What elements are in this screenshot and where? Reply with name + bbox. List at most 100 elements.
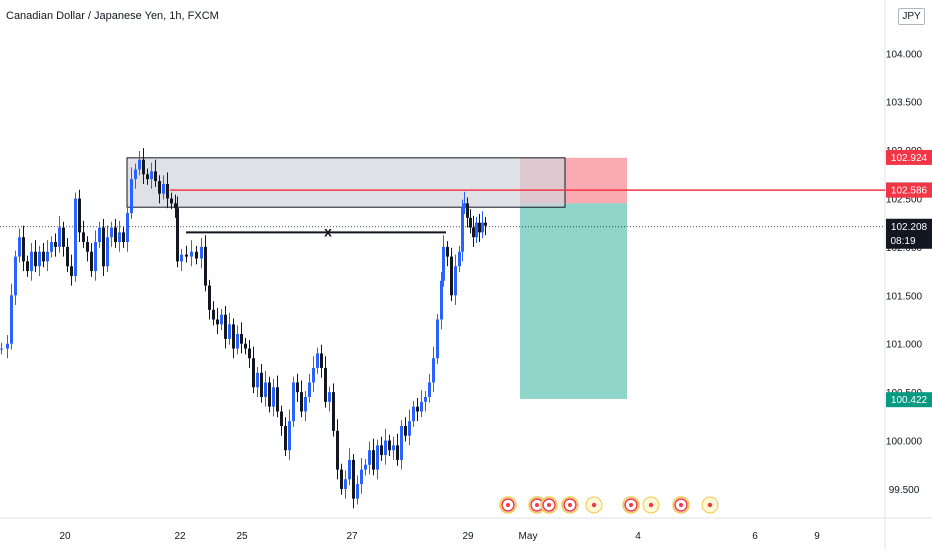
candle-body xyxy=(185,254,188,257)
candle-body xyxy=(166,183,169,199)
candle-body xyxy=(454,266,457,296)
candle-body xyxy=(478,222,481,233)
candle-body xyxy=(364,464,367,470)
candle-body xyxy=(481,222,484,233)
candle-body xyxy=(472,227,475,238)
candle-body xyxy=(74,198,77,276)
candle-body xyxy=(344,479,347,489)
candle-body xyxy=(396,445,399,460)
price-tick-label: 101.500 xyxy=(886,291,923,302)
candle-body xyxy=(466,203,469,218)
candle-body xyxy=(208,285,211,310)
candle-body xyxy=(180,254,183,262)
price-label-tag xyxy=(886,182,932,198)
candle-body xyxy=(368,450,371,465)
candle-body xyxy=(356,484,359,499)
candle-body xyxy=(138,159,141,170)
candle-body xyxy=(442,246,445,281)
candle-body xyxy=(475,222,478,238)
candle-body xyxy=(86,242,89,252)
price-label-value: 102.208 xyxy=(891,222,928,233)
candle-body xyxy=(268,382,271,407)
chart-title: Canadian Dollar / Japanese Yen, 1h, FXCM xyxy=(6,10,219,22)
time-tick-label: 6 xyxy=(752,531,758,542)
time-tick-label: May xyxy=(519,531,538,542)
candle-body xyxy=(18,237,21,257)
candle-body xyxy=(78,198,81,233)
price-tick-label: 101.000 xyxy=(886,340,923,351)
candle-body xyxy=(130,179,133,214)
candle-body xyxy=(150,171,153,180)
candle-body xyxy=(38,251,41,267)
candle-body xyxy=(446,246,449,257)
candle-body xyxy=(312,367,315,383)
candle-body xyxy=(340,469,343,489)
candle-body xyxy=(348,459,351,480)
time-tick-label: 25 xyxy=(236,531,248,542)
candle-body xyxy=(6,343,9,349)
candle-body xyxy=(316,353,319,368)
event-dot xyxy=(547,503,551,507)
time-tick-label: 9 xyxy=(814,531,820,542)
candle-body xyxy=(22,237,25,262)
event-dot xyxy=(648,502,654,508)
candle-body xyxy=(336,430,339,470)
candle-body xyxy=(280,411,283,427)
candle-body xyxy=(146,174,149,180)
price-tick-label: 99.500 xyxy=(889,485,920,496)
candle-body xyxy=(324,367,327,402)
event-dot xyxy=(568,503,572,507)
candle-body xyxy=(220,314,223,325)
candle-body xyxy=(400,426,403,460)
candle-body xyxy=(276,387,279,412)
candle-body xyxy=(170,198,173,204)
candle-body xyxy=(256,372,259,388)
candle-body xyxy=(463,203,466,209)
time-tick-label: 20 xyxy=(59,531,71,542)
candle-body xyxy=(212,309,215,320)
candle-body xyxy=(416,406,419,412)
candle-body xyxy=(118,232,121,243)
event-dot xyxy=(506,503,510,507)
price-label-tag xyxy=(886,149,932,165)
price-label-countdown: 08:19 xyxy=(890,236,915,247)
candle-body xyxy=(190,251,193,257)
candle-body xyxy=(384,440,387,456)
candle-body xyxy=(288,421,291,451)
candle-body xyxy=(412,406,415,422)
candle-body xyxy=(154,171,157,182)
candle-body xyxy=(248,348,251,359)
candle-body xyxy=(376,445,379,470)
currency-button[interactable]: JPY xyxy=(898,8,925,25)
candle-body xyxy=(296,382,299,393)
candle-body xyxy=(10,295,13,344)
candle-body xyxy=(300,392,303,412)
candle-body xyxy=(428,382,431,397)
price-label-value: 100.422 xyxy=(891,395,928,406)
price-label-value: 102.586 xyxy=(891,186,928,197)
candle-body xyxy=(404,426,407,436)
candle-body xyxy=(228,324,231,339)
event-dot xyxy=(535,503,539,507)
candle-body xyxy=(304,396,307,412)
neckline-x-marker: x xyxy=(324,223,332,239)
take-profit-zone[interactable] xyxy=(520,203,627,399)
candle-body xyxy=(484,222,487,226)
candle-body xyxy=(204,246,207,286)
candle-body xyxy=(380,445,383,456)
candle-body xyxy=(14,256,17,296)
candle-body xyxy=(328,392,331,402)
price-label-tag xyxy=(886,218,932,249)
supply-zone-box[interactable] xyxy=(126,157,566,208)
candle-body xyxy=(320,353,323,368)
price-label-tag xyxy=(886,392,932,408)
candle-body xyxy=(46,251,49,262)
candle-body xyxy=(200,246,203,259)
candle-body xyxy=(272,387,275,407)
candle-body xyxy=(70,266,73,276)
candle-body xyxy=(244,343,247,349)
candle-body xyxy=(54,242,57,247)
candle-body xyxy=(58,227,61,247)
